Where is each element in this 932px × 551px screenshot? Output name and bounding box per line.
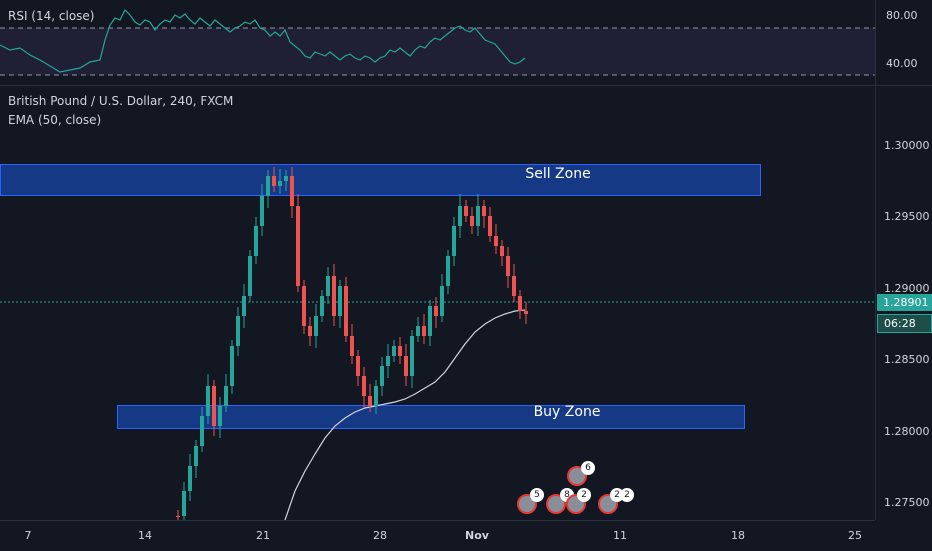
rsi-line [0,8,526,73]
time-label: 25 [848,529,862,542]
event-count: 5 [530,488,544,502]
candle-body [374,386,378,406]
price-label: 1.30000 [884,139,930,152]
candle-body [380,366,384,386]
candle-body [302,286,306,326]
rsi-plot [0,8,875,76]
rsi-legend[interactable]: RSI (14, close) [8,9,95,23]
candle-body [194,446,198,466]
current-price-tag: 1.28901 [877,294,932,311]
symbol-legend[interactable]: British Pound / U.S. Dollar, 240, FXCM [8,94,234,108]
rsi-price-axis[interactable]: 80.00 40.00 [875,0,932,85]
candle-body [518,296,522,311]
candle-body [272,176,276,186]
candle-body [440,286,444,316]
ema-legend[interactable]: EMA (50, close) [8,113,102,127]
candle-body [248,256,252,296]
candle-body [476,206,480,226]
time-axis[interactable]: 7 14 21 28 Nov 11 18 25 [0,520,875,551]
candle-body [338,286,342,316]
price-label: 1.28500 [884,353,930,366]
price-label: 1.27500 [884,496,930,509]
main-chart-pane[interactable]: British Pound / U.S. Dollar, 240, FXCM E… [0,86,932,520]
candle-body [410,336,414,376]
candle-body [200,416,204,446]
candle-body [296,206,300,286]
candle-body [224,386,228,406]
price-label: 1.29500 [884,210,930,223]
countdown-tag: 06:28 [877,314,932,333]
candle-body [206,386,210,416]
candle-body [356,356,360,376]
rsi-band [0,28,875,75]
candle-body [398,346,402,356]
candle-body [176,516,180,517]
candle-body [494,236,498,246]
time-label: 14 [138,529,152,542]
candle-body [182,491,186,516]
candle-body [446,256,450,286]
candle-body [524,311,528,314]
candle-body [320,296,324,316]
price-label: 1.28000 [884,425,930,438]
candle-body [260,196,264,226]
candle-body [284,176,288,181]
ema-line [284,309,526,520]
candle-body [344,286,348,336]
sell-zone-label: Sell Zone [525,166,591,182]
candle-body [488,216,492,236]
rsi-axis-label-80: 80.00 [886,9,918,22]
candle-body [218,406,222,426]
candle-body [434,306,438,316]
time-label: 28 [373,529,387,542]
price-label: 1.29000 [884,282,930,295]
candle-body [290,176,294,206]
rsi-pane[interactable]: RSI (14, close) 80.00 40.00 [0,0,932,86]
time-label: 11 [613,529,627,542]
candle-body [230,346,234,386]
candle-body [368,396,372,406]
main-price-axis[interactable]: 1.30000 1.29500 1.29000 1.28500 1.28000 … [875,86,932,520]
candle-body [188,466,192,491]
candle-body [278,181,282,186]
candle-body [254,226,258,256]
candle-body [470,216,474,226]
candle-body [500,246,504,256]
candle-body [314,316,318,336]
event-count: 2 [620,488,634,502]
time-label: 18 [731,529,745,542]
candle-body [452,226,456,256]
event-count: 6 [581,461,595,475]
candle-body [212,386,216,426]
candles [176,167,528,520]
event-count: 2 [577,488,591,502]
candle-body [350,336,354,356]
candle-body [428,306,432,336]
candle-body [416,326,420,336]
candle-body [386,356,390,366]
candlestick-plot [0,167,875,520]
candle-body [512,276,516,296]
candle-body [422,326,426,336]
candle-body [242,296,246,316]
time-label: 21 [256,529,270,542]
candle-body [464,206,468,216]
candle-body [332,276,336,316]
candle-body [392,346,396,356]
time-label: Nov [465,529,489,542]
candle-body [506,256,510,276]
candle-body [236,316,240,346]
candle-body [266,176,270,196]
candle-body [482,206,486,216]
candle-body [362,376,366,396]
rsi-axis-label-40: 40.00 [886,57,918,70]
candle-body [326,276,330,296]
buy-zone-label: Buy Zone [533,404,601,420]
sell-zone-rect[interactable] [0,164,761,196]
candle-body [404,356,408,376]
candle-body [308,326,312,336]
candle-body [458,206,462,226]
time-label: 7 [24,529,32,542]
